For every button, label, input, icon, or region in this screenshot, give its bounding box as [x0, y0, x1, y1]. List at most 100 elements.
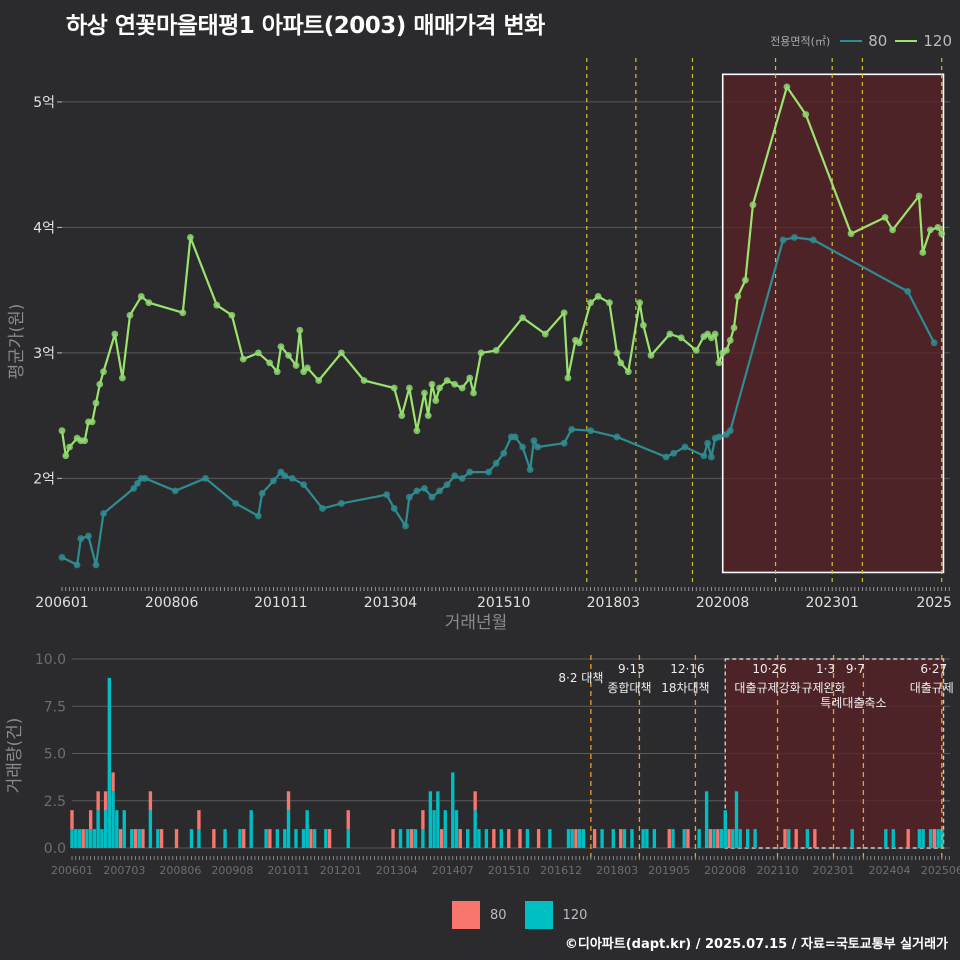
- policy-date-label: 10·26: [752, 662, 786, 676]
- data-point-120: [617, 359, 625, 367]
- bar-120: [92, 829, 97, 848]
- bar-120: [238, 829, 242, 848]
- bar-120: [77, 829, 82, 848]
- data-point-120: [636, 299, 644, 307]
- data-point-80: [100, 510, 107, 517]
- data-point-80: [809, 236, 817, 244]
- bar-80: [111, 772, 115, 792]
- bar-80: [346, 810, 350, 830]
- bar-80: [813, 829, 817, 848]
- data-point-80: [73, 561, 81, 569]
- legend-title: 전용면적(㎡): [770, 35, 831, 48]
- bar-80: [667, 829, 671, 848]
- data-point-80: [390, 505, 398, 512]
- bar-120: [74, 829, 78, 848]
- data-point-120: [304, 364, 311, 372]
- bar-120: [312, 829, 317, 848]
- data-point-120: [594, 293, 602, 300]
- bar-120: [466, 829, 470, 848]
- data-point-80: [130, 484, 138, 492]
- bar-120: [70, 829, 74, 848]
- data-point-80: [383, 491, 391, 499]
- bar-120: [719, 829, 724, 848]
- bar-120: [264, 829, 268, 848]
- data-point-120: [179, 309, 187, 317]
- bar-120: [936, 829, 940, 848]
- data-point-120: [360, 377, 368, 384]
- data-point-80: [443, 481, 451, 489]
- x-tick-label: 200601: [35, 595, 88, 611]
- bar-120: [753, 829, 757, 848]
- data-point-120: [285, 351, 292, 359]
- data-point-120: [213, 301, 221, 309]
- bar-80: [686, 829, 690, 848]
- x-tick-label: 202008: [696, 595, 749, 611]
- legend-swatch-80: [840, 40, 863, 42]
- bar-120: [917, 829, 922, 848]
- bar-y-tick-label: 5.0: [44, 747, 66, 763]
- data-point-120: [723, 346, 730, 354]
- bar-120: [428, 791, 433, 848]
- policy-annotation: 종합대책: [607, 680, 651, 695]
- bar-120: [473, 810, 477, 848]
- bar-120: [85, 829, 89, 848]
- bar-120: [704, 791, 709, 848]
- data-point-120: [666, 330, 674, 338]
- bar-120: [189, 829, 194, 848]
- chart-title: 하상 연꽃마을태평1 아파트(2003) 매매가격 변화: [66, 13, 545, 39]
- bar-120: [731, 829, 735, 848]
- data-point-80: [141, 474, 149, 482]
- data-point-120: [436, 384, 443, 392]
- bar-y-tick-label: 2.5: [44, 794, 66, 810]
- data-point-120: [273, 368, 281, 376]
- bar-highlight-box: [724, 658, 945, 849]
- data-point-120: [915, 192, 923, 200]
- policy-date-label: 9·7: [846, 662, 865, 676]
- data-point-120: [186, 234, 194, 241]
- bar-80: [327, 829, 332, 848]
- data-point-120: [58, 427, 66, 435]
- bar-120: [223, 829, 227, 848]
- bar-x-tick-label: 201612: [540, 864, 582, 877]
- bar-80: [391, 829, 395, 848]
- bar-120: [107, 677, 112, 848]
- bar-80: [268, 829, 272, 848]
- data-point-80: [613, 433, 621, 441]
- data-point-80: [930, 339, 938, 347]
- data-point-80: [519, 443, 527, 451]
- data-point-120: [519, 314, 527, 322]
- data-point-120: [81, 437, 89, 445]
- bar-80: [619, 829, 623, 848]
- bar-120: [100, 829, 104, 848]
- data-point-120: [492, 346, 500, 354]
- bar-80: [574, 829, 578, 848]
- bar-120: [884, 829, 888, 848]
- data-point-80: [405, 493, 413, 501]
- bar-120: [630, 829, 634, 848]
- bar-80: [536, 829, 541, 848]
- policy-annotation: 특례대출축소: [820, 696, 886, 710]
- legend-item-80: 80: [840, 32, 887, 50]
- data-point-80: [530, 437, 538, 445]
- data-point-120: [692, 346, 700, 354]
- bar-120: [103, 810, 108, 848]
- policy-annotation: 8·2 대책: [558, 670, 603, 685]
- data-point-80: [77, 535, 85, 542]
- data-point-120: [92, 399, 100, 407]
- bar-80: [81, 829, 85, 848]
- data-point-120: [677, 334, 685, 342]
- data-point-80: [534, 443, 542, 451]
- bar-120: [451, 772, 455, 848]
- bar-80: [197, 810, 201, 830]
- bar-120: [148, 810, 153, 848]
- x-tick-label: 201011: [254, 595, 307, 611]
- data-point-80: [281, 472, 289, 480]
- bar-120: [305, 810, 309, 848]
- data-point-80: [258, 490, 266, 497]
- data-point-80: [458, 474, 466, 482]
- data-point-120: [477, 349, 485, 357]
- bar-120: [421, 829, 425, 848]
- bottom-legend-label-120: 120: [562, 907, 588, 923]
- bar-80: [174, 829, 179, 848]
